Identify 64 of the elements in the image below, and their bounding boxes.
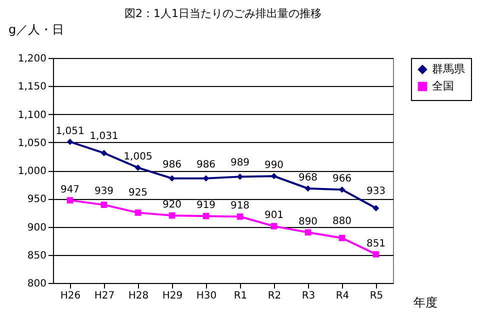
point (202, 212, 210, 220)
point (270, 223, 278, 230)
point (168, 212, 176, 219)
data-label: 986 (196, 159, 216, 170)
data-label: 968 (298, 172, 318, 184)
point (134, 210, 142, 216)
x-tick-label: R1 (234, 290, 248, 302)
data-label: 918 (230, 200, 250, 212)
data-label: 986 (162, 159, 182, 170)
data-label: 919 (196, 200, 216, 212)
y-tick-label: 1,000 (18, 166, 46, 177)
chart-title: 図2：1人1日当たりのごみ排出量の推移 (124, 7, 322, 20)
point (372, 205, 380, 212)
y-tick-label: 800 (27, 278, 46, 290)
data-label: 947 (60, 184, 80, 196)
point (304, 229, 312, 236)
data-label: 1,031 (90, 131, 118, 142)
data-label: 989 (230, 158, 250, 169)
point (202, 175, 210, 182)
data-label: 933 (366, 186, 386, 198)
data-label: 890 (298, 216, 318, 228)
x-tick-label: H27 (94, 290, 115, 302)
x-tick-label: R5 (370, 290, 384, 302)
data-label: 990 (264, 160, 284, 172)
data-label: 1,005 (124, 152, 152, 163)
x-tick-label: R3 (302, 290, 316, 302)
point (338, 234, 346, 242)
point (304, 185, 312, 192)
y-tick-label: 1,100 (18, 110, 46, 121)
point (66, 138, 74, 145)
y-tick-label: 1,150 (18, 82, 46, 93)
data-label: 939 (94, 186, 114, 197)
data-label: 901 (264, 210, 284, 222)
point (236, 213, 244, 220)
x-axis-title: 年度 (414, 296, 438, 310)
point (100, 150, 108, 156)
x-tick-label: R4 (336, 290, 350, 302)
data-label: 851 (366, 238, 386, 250)
point (168, 175, 176, 182)
x-tick-label: R2 (268, 290, 282, 302)
point (270, 172, 278, 180)
point (134, 164, 142, 171)
point (236, 174, 244, 180)
data-label: 880 (332, 216, 352, 227)
x-tick-label: H29 (162, 290, 183, 302)
point (100, 202, 108, 208)
y-axis-title: g／人・日 (8, 22, 64, 36)
legend-label: 群馬県 (432, 62, 465, 76)
point (338, 186, 346, 193)
y-tick-label: 900 (27, 222, 46, 234)
y-tick-label: 1,050 (18, 138, 46, 149)
data-label: 1,051 (56, 126, 84, 137)
y-tick-label: 1,200 (18, 54, 46, 64)
data-label: 925 (128, 188, 148, 199)
x-tick-label: H28 (128, 290, 149, 302)
data-label: 966 (332, 174, 352, 185)
point (66, 197, 74, 204)
x-tick-label: H30 (196, 290, 217, 302)
y-tick-label: 850 (27, 250, 46, 262)
y-tick-label: 950 (27, 194, 46, 206)
point (372, 251, 380, 258)
x-tick-label: H26 (60, 290, 81, 302)
data-label: 920 (162, 200, 182, 210)
legend-label: 全国 (432, 80, 454, 92)
